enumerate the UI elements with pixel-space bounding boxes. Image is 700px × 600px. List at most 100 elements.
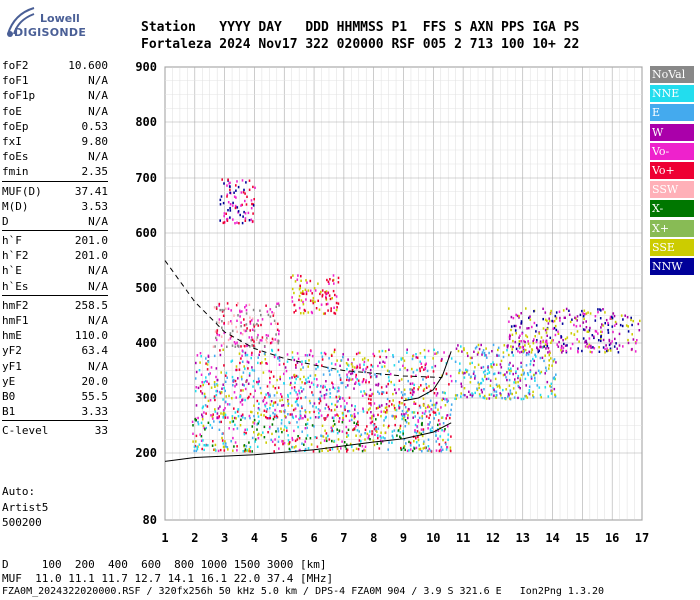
echo-point [327, 405, 330, 409]
echo-point [300, 405, 303, 408]
echo-point [250, 199, 253, 202]
echo-point [295, 366, 297, 369]
echo-point [548, 359, 550, 362]
echo-point [221, 387, 223, 390]
param-separator [2, 230, 108, 232]
echo-point [478, 347, 481, 351]
echo-point [553, 377, 556, 381]
echo-point [332, 274, 335, 277]
echo-point [364, 445, 367, 448]
echo-point [245, 203, 248, 206]
echo-point [239, 310, 241, 314]
echo-point [260, 391, 262, 395]
echo-point [326, 278, 328, 282]
echo-point [404, 393, 406, 396]
echo-point [530, 351, 533, 354]
echo-point [304, 354, 307, 357]
echo-point [435, 352, 438, 355]
echo-point [612, 330, 614, 334]
echo-point [398, 406, 401, 409]
echo-point [258, 432, 260, 436]
echo-point [226, 302, 229, 305]
echo-point [632, 319, 634, 323]
param-value: 3.53 [81, 199, 109, 213]
echo-point [354, 382, 356, 385]
echo-point [523, 348, 525, 351]
echo-point [396, 434, 398, 437]
echo-point [350, 372, 352, 376]
echo-point [486, 372, 489, 375]
echo-point [409, 388, 411, 391]
echo-point [422, 447, 425, 450]
echo-point [532, 342, 535, 345]
echo-point [515, 324, 517, 328]
echo-point [502, 373, 505, 377]
echo-point [566, 336, 569, 339]
legend-item: Vo- [650, 142, 694, 160]
echo-point [236, 221, 238, 224]
echo-point [275, 305, 277, 308]
echo-point [404, 406, 407, 409]
echo-point [251, 338, 254, 342]
echo-point [305, 292, 308, 296]
echo-point [200, 390, 202, 393]
echo-point [373, 354, 376, 358]
echo-point [362, 379, 364, 383]
echo-point [388, 379, 390, 382]
echo-point [300, 279, 302, 282]
echo-point [299, 416, 301, 419]
param-row: foE N/A [2, 104, 108, 119]
echo-point [226, 184, 228, 187]
echo-point [324, 407, 327, 410]
echo-point [202, 424, 205, 428]
echo-point [258, 402, 260, 405]
echo-point [541, 356, 544, 359]
echo-point [346, 402, 348, 405]
echo-point [513, 324, 516, 328]
echo-point [579, 313, 582, 317]
echo-point [553, 387, 556, 391]
echo-point [427, 427, 429, 430]
echo-point [527, 340, 529, 343]
echo-point [318, 450, 321, 453]
echo-point [284, 409, 286, 412]
echo-point [626, 316, 629, 319]
echo-point [385, 391, 388, 394]
echo-point [300, 386, 302, 389]
echo-point [492, 361, 494, 364]
echo-point [571, 318, 573, 321]
echo-point [257, 356, 259, 359]
echo-point [244, 212, 247, 215]
echo-point [223, 182, 225, 185]
echo-point [224, 440, 226, 443]
echo-point [224, 413, 227, 417]
echo-point [289, 413, 292, 416]
echo-point [207, 421, 210, 424]
echo-point [524, 340, 526, 344]
echo-point [368, 402, 370, 405]
echo-point [525, 334, 527, 337]
echo-point [424, 410, 427, 413]
echo-point [520, 365, 522, 368]
echo-point [312, 450, 315, 453]
echo-point [300, 312, 302, 315]
echo-point [440, 359, 443, 362]
echo-point [287, 434, 289, 437]
echo-point [601, 330, 603, 334]
echo-point [257, 437, 260, 440]
echo-point [444, 404, 447, 407]
x-tick-label: 8 [370, 531, 377, 545]
echo-point [235, 184, 237, 187]
echo-point [252, 385, 254, 388]
echo-point [311, 292, 313, 295]
echo-point [201, 381, 203, 384]
echo-point [285, 426, 288, 429]
echo-point [520, 397, 523, 401]
echo-point [207, 355, 210, 358]
echo-point [498, 354, 500, 357]
echo-point [375, 383, 377, 387]
echo-point [293, 386, 296, 389]
echo-point [226, 219, 229, 222]
echo-point [413, 383, 415, 387]
auto-label: Auto: [2, 485, 36, 498]
